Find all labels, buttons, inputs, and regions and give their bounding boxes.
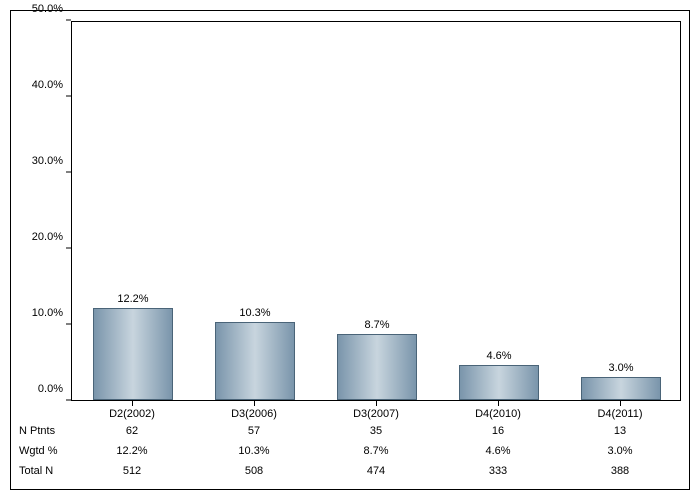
x-category-label: D3(2007) [353, 406, 399, 422]
bar-value-label: 12.2% [117, 293, 148, 305]
x-category-label: D4(2010) [475, 406, 521, 422]
chart-container: 0.0% 10.0% 20.0% 30.0% 40.0% 50.0% 12.2%… [10, 10, 690, 490]
bar-value-label: 4.6% [486, 350, 511, 362]
table-cell: 16 [492, 425, 504, 437]
table-cell: 35 [370, 425, 382, 437]
bar-value-label: 3.0% [608, 362, 633, 374]
table-cell: 13 [614, 425, 626, 437]
bar-value-label: 8.7% [364, 319, 389, 331]
bar: 8.7% [337, 334, 416, 400]
x-category-label: D2(2002) [109, 406, 155, 422]
y-tick-label: 20.0% [32, 231, 63, 243]
plot-area: 12.2% 10.3% 8.7% 4.6% 3.0% [71, 21, 681, 401]
table-cell: 4.6% [485, 445, 510, 457]
y-tick-label: 50.0% [32, 3, 63, 15]
table-cell: 57 [248, 425, 260, 437]
table-row-label: Wgtd % [11, 445, 69, 457]
x-category-label: D4(2011) [597, 406, 642, 422]
table-row: 12.2% 10.3% 8.7% 4.6% 3.0% [71, 445, 681, 461]
y-tick-label: 10.0% [32, 307, 63, 319]
table-row-label: N Ptnts [11, 425, 69, 437]
bar: 12.2% [93, 308, 172, 400]
table-cell: 508 [245, 465, 263, 477]
table-row: 512 508 474 333 388 [71, 465, 681, 481]
y-axis: 0.0% 10.0% 20.0% 30.0% 40.0% 50.0% [11, 21, 71, 401]
x-category-label: D3(2006) [231, 406, 277, 422]
bar-value-label: 10.3% [239, 307, 270, 319]
bars-group: 12.2% 10.3% 8.7% 4.6% 3.0% [72, 22, 680, 400]
y-tick-label: 40.0% [32, 79, 63, 91]
y-tick-label: 0.0% [38, 383, 63, 395]
table-cell: 8.7% [363, 445, 388, 457]
table-row-label: Total N [11, 465, 69, 477]
bar: 3.0% [581, 377, 660, 400]
table-cell: 474 [367, 465, 385, 477]
table-cell: 12.2% [116, 445, 147, 457]
bar: 10.3% [215, 322, 294, 400]
table-cell: 512 [123, 465, 141, 477]
table-cell: 62 [126, 425, 138, 437]
bar: 4.6% [459, 365, 538, 400]
y-tick-label: 30.0% [32, 155, 63, 167]
table-cell: 333 [489, 465, 507, 477]
table-cell: 388 [611, 465, 629, 477]
table-row: 62 57 35 16 13 [71, 425, 681, 441]
table-cell: 3.0% [607, 445, 632, 457]
table-cell: 10.3% [238, 445, 269, 457]
